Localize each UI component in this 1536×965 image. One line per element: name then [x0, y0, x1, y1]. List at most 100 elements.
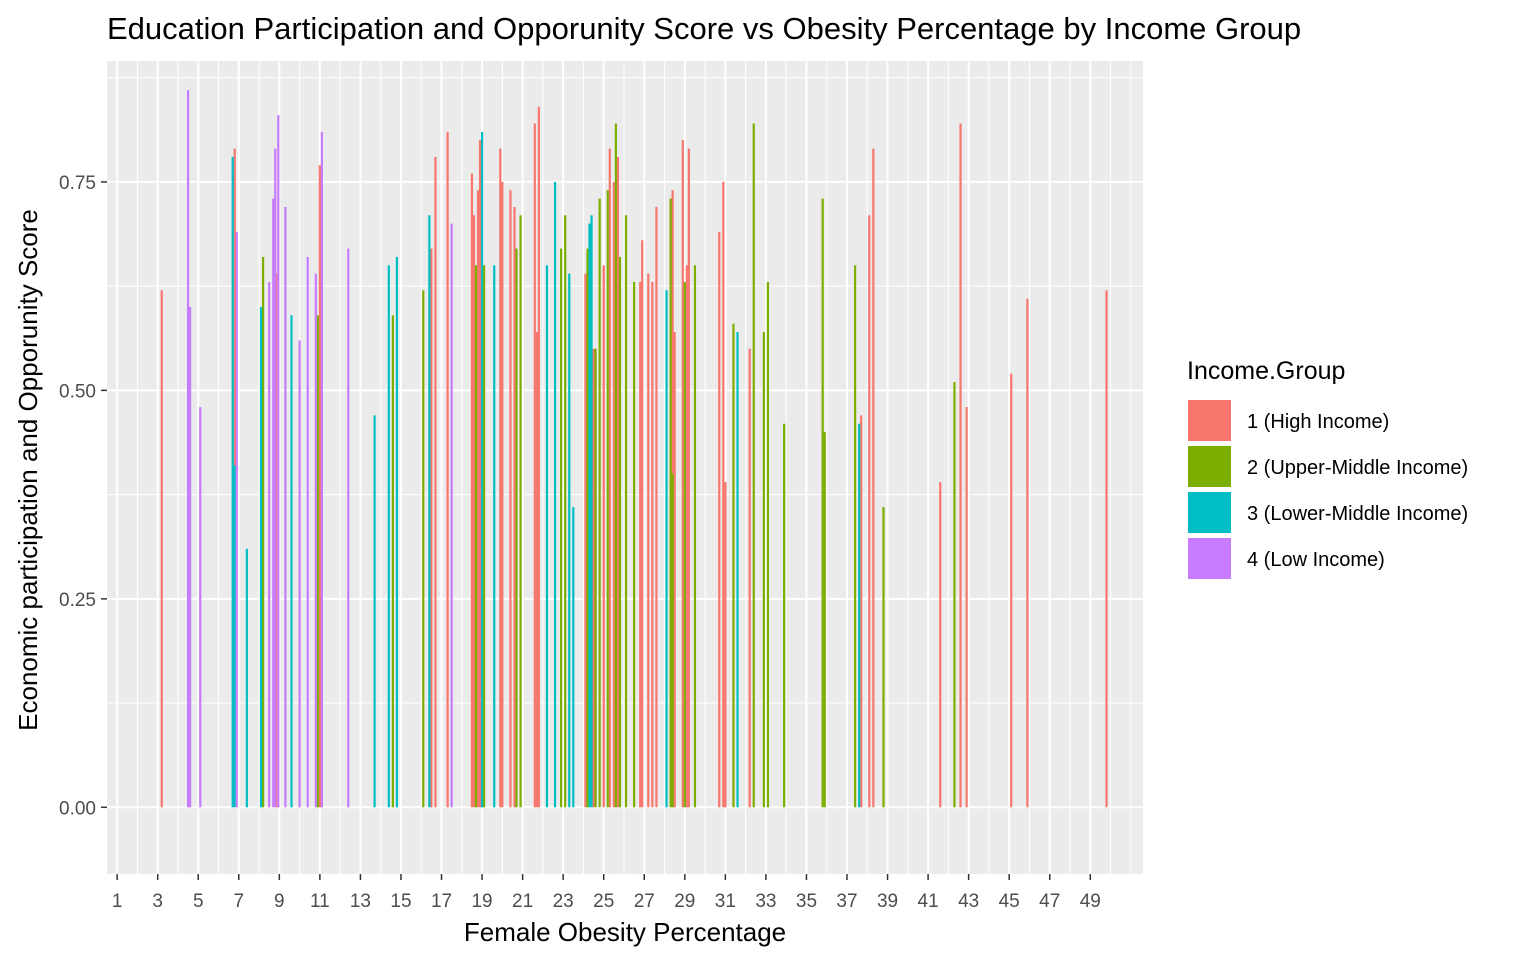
bar: [560, 248, 563, 808]
bar: [655, 206, 658, 808]
bar: [602, 265, 605, 808]
bar: [854, 265, 857, 808]
bars: [160, 90, 1108, 808]
bar: [482, 265, 486, 808]
bar: [493, 265, 496, 808]
bar: [290, 315, 293, 808]
x-tick-label: 11: [310, 891, 330, 912]
bar: [499, 148, 502, 808]
bar: [480, 131, 484, 808]
bar: [430, 248, 433, 808]
bar: [752, 123, 755, 808]
x-tick-label: 33: [755, 891, 776, 912]
bar: [722, 181, 725, 808]
bar: [762, 332, 765, 808]
axes: 1 3 5 7 9 11 13 15 17 19 21 23 25 27 29 31 33 35 37 39 41 43 4…: [59, 173, 1101, 912]
bar: [724, 482, 727, 808]
bar: [306, 256, 309, 808]
bar: [882, 507, 885, 808]
x-tick-label: 17: [431, 891, 452, 912]
bar: [860, 415, 863, 808]
legend-label: 3 (Lower-Middle Income): [1247, 503, 1468, 525]
legend-entries: 1 (High Income) 2 (Upper-Middle Income) 3 …: [1188, 400, 1468, 579]
y-tick-label: 0.50: [59, 381, 96, 402]
x-tick-label: 39: [877, 891, 898, 912]
bar: [732, 323, 735, 808]
x-tick-label: 19: [471, 891, 492, 912]
x-tick-label: 27: [634, 891, 655, 912]
bar: [641, 240, 644, 808]
x-tick-label: 35: [796, 891, 817, 912]
y-tick-label: 0.75: [59, 173, 96, 194]
bar: [160, 290, 163, 808]
bar: [422, 290, 425, 808]
bar: [434, 156, 437, 808]
bar: [274, 148, 277, 808]
bar: [476, 190, 480, 808]
bar: [199, 407, 202, 808]
bar: [783, 423, 786, 808]
x-tick-label: 23: [553, 891, 574, 912]
bar: [233, 465, 236, 808]
bar: [533, 123, 536, 808]
bar: [391, 315, 394, 808]
bar: [245, 548, 248, 808]
bar: [624, 215, 628, 808]
bar: [235, 231, 238, 808]
bar: [965, 407, 968, 808]
bar: [314, 273, 317, 808]
x-tick-label: 25: [593, 891, 614, 912]
bar: [316, 315, 319, 808]
bar: [639, 281, 642, 808]
y-axis-title: Economic participation and Opporunity Sc…: [13, 209, 43, 731]
x-tick-label: 9: [274, 891, 285, 912]
bar: [347, 248, 350, 808]
bar: [669, 198, 672, 808]
bar: [478, 140, 482, 808]
bar: [1026, 298, 1029, 808]
bar: [568, 273, 571, 808]
bar: [564, 215, 567, 808]
bar: [470, 173, 474, 808]
bar: [673, 332, 676, 808]
bar: [633, 281, 636, 808]
bar: [953, 382, 956, 808]
bar: [584, 273, 587, 808]
x-tick-label: 1: [112, 891, 123, 912]
bar: [868, 215, 871, 808]
bar: [823, 432, 826, 808]
bar: [608, 148, 611, 808]
y-tick-label: 0.00: [59, 798, 96, 819]
x-tick-label: 5: [193, 891, 204, 912]
legend-swatch: [1188, 400, 1231, 441]
bar: [693, 265, 697, 808]
bar: [272, 198, 275, 808]
bar: [553, 181, 557, 808]
bar: [186, 90, 190, 808]
bar: [509, 190, 512, 808]
bar: [535, 332, 538, 808]
bar: [718, 231, 721, 808]
bar: [736, 332, 739, 808]
bar: [872, 148, 875, 808]
x-tick-label: 21: [512, 891, 533, 912]
bar: [277, 115, 280, 808]
bar: [259, 306, 263, 808]
bar: [501, 181, 504, 808]
bar: [647, 273, 650, 808]
bar: [687, 148, 690, 808]
y-tick-label: 0.25: [59, 590, 96, 611]
x-tick-label: 3: [152, 891, 163, 912]
bar: [594, 348, 597, 808]
bar: [395, 256, 399, 808]
x-tick-label: 45: [999, 891, 1020, 912]
bar: [268, 281, 271, 808]
bar: [616, 156, 620, 808]
x-tick-label: 7: [233, 891, 244, 912]
bar: [474, 265, 478, 808]
bar: [450, 223, 453, 808]
bar: [1010, 373, 1013, 808]
bar: [1105, 290, 1108, 808]
bar: [515, 248, 518, 808]
